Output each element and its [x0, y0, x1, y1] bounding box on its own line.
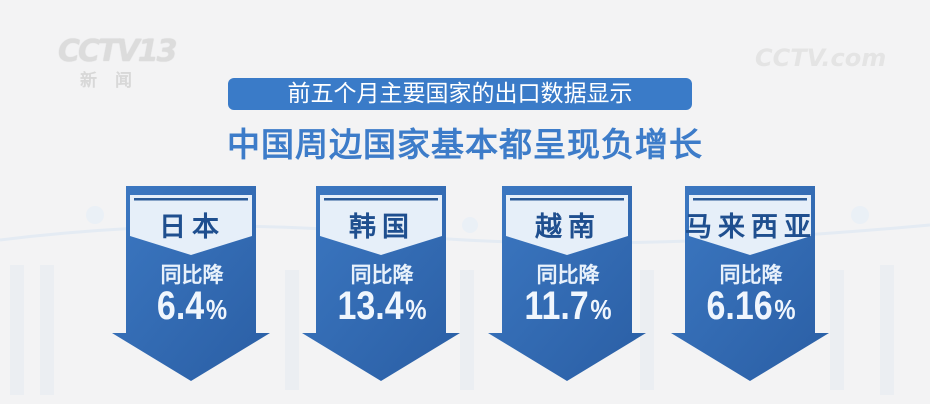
change-value: 11.7%: [500, 284, 636, 329]
country-name: 马来西亚: [685, 212, 817, 243]
country-name: 越南: [535, 212, 601, 243]
cctv-com-logo: CCTV.com: [755, 44, 887, 72]
country-name: 韩国: [349, 212, 415, 243]
down-arrow-icon: [488, 186, 646, 381]
value-number: 13.4: [337, 284, 404, 328]
change-label: 同比降: [160, 263, 224, 287]
value-unit: %: [774, 294, 796, 325]
down-arrow-icon: [671, 186, 829, 381]
change-value: 6.16%: [683, 284, 819, 329]
down-arrow-card: 越南 同比降 11.7%: [488, 183, 658, 393]
change-label: 同比降: [536, 263, 600, 287]
value-unit: %: [590, 294, 612, 325]
down-arrow-card: 日本 同比降 6.4%: [112, 183, 282, 393]
down-arrow-card: 韩国 同比降 13.4%: [302, 183, 472, 393]
subtitle-banner: 前五个月主要国家的出口数据显示: [228, 78, 692, 110]
change-value: 13.4%: [314, 284, 450, 329]
value-number: 6.4: [156, 284, 205, 328]
cctv13-logo-sub: 新闻: [80, 71, 150, 91]
country-name: 日本: [159, 212, 225, 243]
cctv13-logo: CCTV13: [58, 34, 177, 69]
down-arrow-icon: [302, 186, 460, 381]
down-arrow-icon: [112, 186, 270, 381]
value-unit: %: [205, 294, 228, 325]
change-label: 同比降: [719, 263, 783, 287]
change-value: 6.4%: [124, 284, 260, 329]
down-arrow-card: 马来西亚 同比降 6.16%: [671, 183, 841, 393]
change-label: 同比降: [350, 263, 414, 287]
value-unit: %: [405, 294, 427, 325]
headline: 中国周边国家基本都呈现负增长: [227, 125, 703, 164]
value-number: 11.7: [524, 284, 589, 328]
value-number: 6.16: [706, 284, 773, 328]
